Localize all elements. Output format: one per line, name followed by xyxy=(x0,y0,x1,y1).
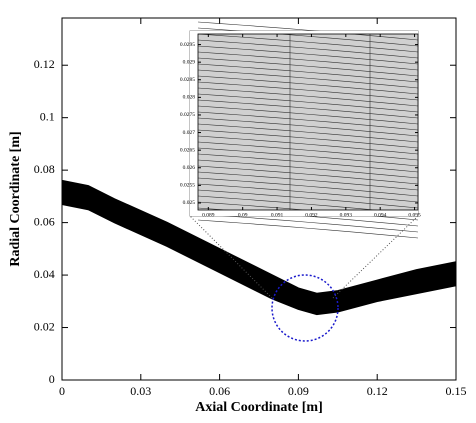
y-tick-label: 0.028 xyxy=(183,95,196,101)
mesh-line xyxy=(197,177,419,197)
mesh-line xyxy=(197,147,419,167)
mesh-line xyxy=(197,99,419,119)
x-tick-label: 0 xyxy=(59,384,65,398)
y-tick-label: 0.0255 xyxy=(180,183,195,189)
x-tick-label: 0.09 xyxy=(238,212,248,218)
mesh-line xyxy=(197,33,419,53)
x-tick-label: 0.06 xyxy=(209,384,230,398)
mesh-line xyxy=(197,63,419,83)
y-tick-label: 0.027 xyxy=(183,130,196,136)
mesh-line xyxy=(197,117,419,137)
mesh-line xyxy=(197,39,419,59)
mesh-line xyxy=(197,153,419,173)
x-tick-label: 0.093 xyxy=(340,212,353,218)
mesh-line xyxy=(197,141,419,161)
mesh-line xyxy=(197,81,419,101)
mesh-line xyxy=(197,93,419,113)
zoom-circle xyxy=(271,274,339,342)
mesh-line xyxy=(197,111,419,131)
x-tick-label: 0.09 xyxy=(288,384,309,398)
mesh-line xyxy=(197,87,419,107)
y-tick-label: 0 xyxy=(49,372,55,386)
x-tick-label: 0.15 xyxy=(446,384,467,398)
mesh-line xyxy=(197,213,419,233)
mesh-line xyxy=(197,183,419,203)
x-tick-label: 0.03 xyxy=(130,384,151,398)
mesh-line xyxy=(197,189,419,209)
wall-line xyxy=(61,203,457,316)
x-axis-label: Axial Coordinate [m] xyxy=(195,400,323,415)
wall-line xyxy=(61,179,457,295)
y-tick-label: 0.12 xyxy=(34,57,55,71)
y-tick-label: 0.029 xyxy=(183,59,196,65)
y-tick-label: 0.06 xyxy=(34,214,55,228)
mesh-line xyxy=(197,123,419,143)
mesh-line xyxy=(197,75,419,95)
y-tick-label: 0.0285 xyxy=(180,77,195,83)
mesh-line xyxy=(197,27,419,47)
y-tick-label: 0.04 xyxy=(34,267,55,281)
y-tick-label: 0.025 xyxy=(183,200,196,206)
mesh-line xyxy=(197,171,419,191)
y-tick-label: 0.1 xyxy=(40,109,55,123)
x-tick-label: 0.092 xyxy=(305,212,318,218)
mesh-line xyxy=(197,129,419,149)
y-tick-label: 0.0295 xyxy=(180,42,195,48)
x-tick-label: 0.091 xyxy=(271,212,284,218)
mesh-line xyxy=(197,219,419,239)
y-axis-label: Radial Coordinate [m] xyxy=(8,131,23,266)
connector xyxy=(189,215,273,299)
x-tick-label: 0.095 xyxy=(408,212,421,218)
plot-frame xyxy=(61,17,457,381)
mesh-line xyxy=(197,135,419,155)
mesh-line xyxy=(197,21,419,41)
mesh-line xyxy=(197,159,419,179)
x-tick-label: 0.089 xyxy=(202,212,215,218)
x-tick-label: 0.094 xyxy=(374,212,387,218)
mesh-line xyxy=(197,51,419,71)
y-tick-label: 0.0275 xyxy=(180,112,195,118)
mesh-line xyxy=(197,57,419,77)
mesh-line xyxy=(197,69,419,89)
inset-plot-frame xyxy=(197,33,419,211)
mesh-line xyxy=(197,165,419,185)
x-tick-label: 0.12 xyxy=(367,384,388,398)
y-tick-label: 0.0265 xyxy=(180,147,195,153)
y-tick-label: 0.02 xyxy=(34,319,55,333)
mesh-line xyxy=(197,45,419,65)
mesh-band xyxy=(62,180,456,315)
mesh-line xyxy=(197,105,419,125)
y-tick-label: 0.08 xyxy=(34,162,55,176)
y-tick-label: 0.026 xyxy=(183,165,196,171)
